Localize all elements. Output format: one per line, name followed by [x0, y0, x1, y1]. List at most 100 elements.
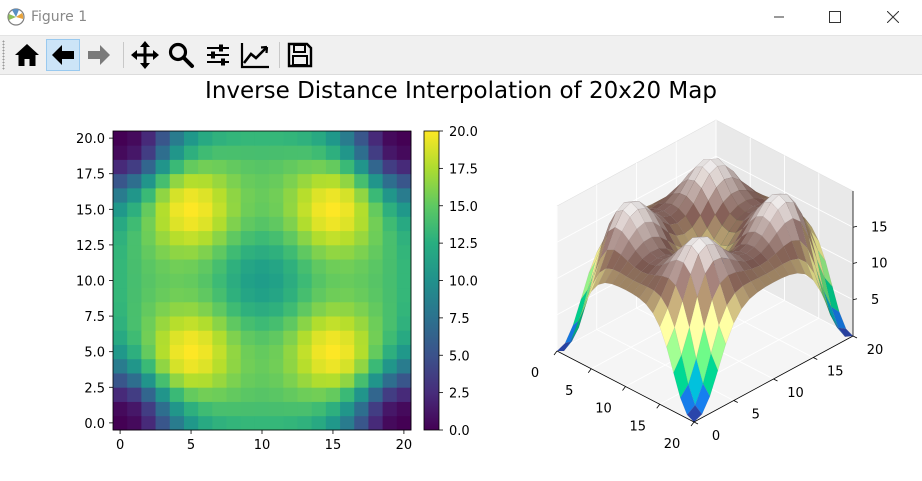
back-button[interactable]	[46, 39, 80, 71]
z-tick	[852, 298, 858, 301]
heatmap-axes[interactable]: 0 5 10 15 20 0.0 2.5 5.0 7.5 10.0 12.5 15.0 17.5 20.0	[76, 130, 412, 453]
heatmap-cell	[396, 259, 412, 274]
heatmap-cell	[198, 159, 213, 175]
heatmap-cell	[354, 415, 369, 431]
heatmap-cell	[311, 273, 327, 289]
heatmap-cell	[240, 173, 256, 189]
heatmap-cell	[368, 216, 384, 232]
heatmap-cell	[325, 145, 341, 160]
heatmap-cell	[283, 173, 298, 189]
surface3d-axes[interactable]: 0 5 10 15 20 0 5 10 15 20 5 10 15	[531, 119, 888, 452]
heatmap-cell	[254, 387, 270, 402]
heatmap-cell	[325, 373, 341, 388]
heatmap-cell	[212, 216, 227, 232]
heatmap-cell	[155, 187, 171, 203]
figure-canvas[interactable]: 0 5 10 15 20 0.0 2.5 5.0 7.5 10.0 12.5 15.0 17.5 20.0…	[0, 75, 922, 475]
heatmap-cell	[198, 316, 213, 331]
heatmap-cell	[113, 244, 128, 260]
pan-button[interactable]	[128, 39, 162, 71]
heatmap-cell	[396, 187, 412, 203]
heatmap-cell	[226, 259, 242, 274]
heatmap-cell	[127, 159, 142, 175]
heatmap-cell	[340, 230, 355, 246]
heatmap-cell	[368, 244, 384, 260]
surface-facet	[766, 268, 782, 283]
x-tick-label: 10	[254, 438, 271, 453]
heatmap-cell	[141, 131, 156, 146]
zoom-button[interactable]	[164, 39, 198, 71]
heatmap-cell	[113, 230, 128, 246]
heatmap-cell	[311, 145, 327, 160]
heatmap-cell	[169, 173, 185, 189]
heatmap-cell	[297, 373, 313, 388]
heatmap-cell	[382, 273, 398, 289]
heatmap-cell	[155, 358, 171, 374]
heatmap-cell	[127, 131, 142, 146]
heatmap-cell	[354, 358, 369, 374]
heatmap-cell	[311, 202, 327, 217]
heatmap-cell	[311, 230, 327, 246]
heatmap-cell	[240, 330, 256, 345]
y-tick-label: 5	[752, 408, 760, 423]
heatmap-cell	[127, 387, 142, 402]
maximize-icon	[829, 11, 841, 23]
heatmap-cell	[127, 230, 142, 246]
surface-facet	[694, 383, 711, 415]
heatmap-cell	[240, 301, 256, 317]
heatmap-cell	[297, 131, 313, 146]
edit-axes-button[interactable]	[238, 39, 272, 71]
minimize-button[interactable]	[756, 0, 802, 34]
heatmap-cell	[283, 316, 298, 331]
save-button[interactable]	[283, 39, 317, 71]
maximize-button[interactable]	[812, 0, 858, 34]
navigation-toolbar	[0, 35, 922, 75]
heatmap-cell	[269, 344, 284, 360]
heatmap-cell	[169, 330, 185, 345]
heatmap-cell	[283, 273, 298, 289]
heatmap-cell	[311, 187, 327, 203]
heatmap-cell	[169, 387, 185, 402]
heatmap-cell	[212, 358, 227, 374]
heatmap-cell	[127, 187, 142, 203]
surface-facet	[686, 404, 703, 423]
heatmap-cell	[283, 330, 298, 345]
surface-facet	[718, 304, 735, 345]
heatmap-cell	[141, 216, 156, 232]
heatmap-cell	[368, 401, 384, 417]
heatmap-cell	[325, 358, 341, 374]
configure-subplots-button[interactable]	[201, 39, 235, 71]
heatmap-cell	[340, 173, 355, 189]
heatmap-cell	[311, 316, 327, 331]
heatmap-cell	[311, 301, 327, 317]
heatmap-cell	[240, 216, 256, 232]
grid-line	[556, 155, 717, 243]
colorbar-tick-label: 20.0	[449, 125, 478, 140]
close-button[interactable]	[870, 0, 916, 34]
heatmap-cell	[183, 330, 199, 345]
heatmap-cell	[382, 415, 398, 431]
heatmap-cell	[340, 415, 355, 431]
heatmap-cell	[155, 287, 171, 303]
heatmap-cell	[396, 415, 412, 431]
heatmap-cell	[382, 159, 398, 175]
heatmap-cell	[382, 131, 398, 146]
heatmap-cell	[141, 415, 156, 431]
heatmap-cell	[155, 373, 171, 388]
heatmap-cell	[297, 145, 313, 160]
heatmap-cell	[155, 202, 171, 217]
heatmap-cell	[368, 159, 384, 175]
heatmap-cell	[113, 373, 128, 388]
forward-button[interactable]	[82, 39, 116, 71]
heatmap-cell	[240, 273, 256, 289]
heatmap-cell	[169, 358, 185, 374]
heatmap-cell	[169, 259, 185, 274]
heatmap-cell	[368, 202, 384, 217]
heatmap-cell	[113, 259, 128, 274]
heatmap-cell	[254, 316, 270, 331]
toolbar-grip[interactable]	[2, 40, 5, 70]
heatmap-cell	[340, 358, 355, 374]
heatmap-cell	[113, 287, 128, 303]
home-button[interactable]	[10, 39, 44, 71]
grid-line	[715, 155, 854, 228]
heatmap-cell	[226, 358, 242, 374]
